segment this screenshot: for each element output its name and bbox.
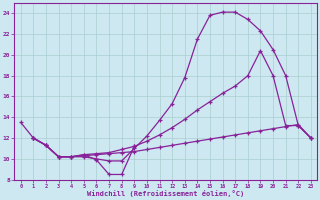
X-axis label: Windchill (Refroidissement éolien,°C): Windchill (Refroidissement éolien,°C) [87,190,244,197]
